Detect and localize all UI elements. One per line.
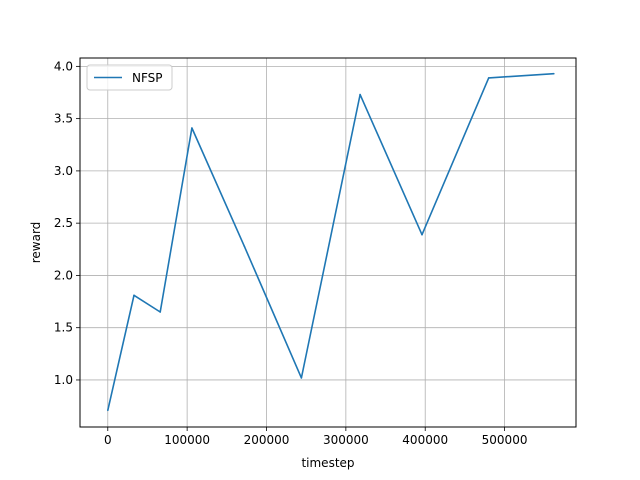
data-point [107,409,109,412]
data-point [300,377,303,379]
data-point [487,77,490,79]
x-tick-label: 500000 [482,433,528,447]
series-layer [107,72,555,412]
data-point [133,294,135,297]
y-tick-label: 2.0 [54,268,73,282]
x-axis-label: timestep [301,456,354,470]
x-tick-label: 100000 [164,433,210,447]
x-tick-label: 200000 [244,433,290,447]
x-tick-label: 0 [104,433,112,447]
y-tick-label: 1.0 [54,373,73,387]
x-tick-label: 400000 [402,433,448,447]
plot-frame [79,57,577,428]
data-point [421,233,423,236]
x-tick-label: 300000 [323,433,369,447]
ticks: 0 100000 200000 300000 400000 500000 1.0 1.5 2.0… [54,59,528,447]
data-point [191,127,193,129]
legend-box [86,64,173,91]
data-point [159,311,161,313]
y-tick-label: 1.5 [54,321,73,335]
plot-area [80,58,576,427]
legend-label-nfsp: NFSP [132,71,163,85]
y-tick-label: 3.5 [54,112,73,126]
legend: NFSP [86,64,173,91]
y-axis-label: reward [29,222,43,264]
grid [80,58,576,427]
y-tick-label: 3.0 [54,164,73,178]
y-tick-label: 2.5 [54,216,73,230]
y-tick-label: 4.0 [54,59,73,73]
data-point [243,245,246,247]
data-point [359,93,361,96]
data-point [553,72,555,75]
series-line-nfsp [107,72,554,411]
